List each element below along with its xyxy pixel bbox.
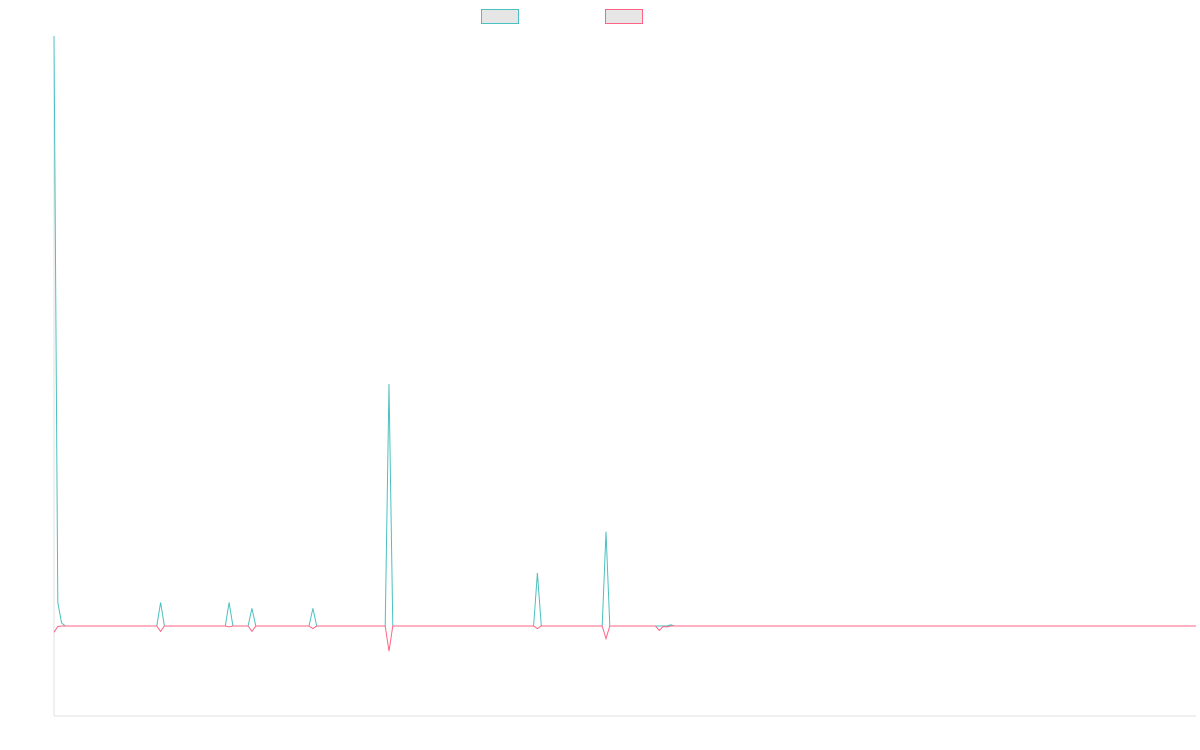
legend-swatch-series-2[interactable]	[605, 9, 643, 24]
legend-swatch-series-1[interactable]	[481, 9, 519, 24]
series-line-2	[53, 625, 1196, 652]
series-line-1	[53, 35, 1196, 627]
